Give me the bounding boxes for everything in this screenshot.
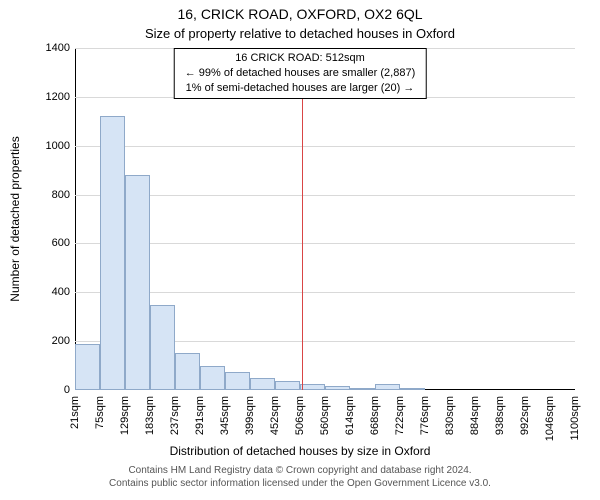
- x-tick-label: 183sqm: [144, 396, 156, 435]
- x-tick-label: 992sqm: [519, 396, 531, 435]
- footer: Contains HM Land Registry data © Crown c…: [0, 464, 600, 490]
- histogram-bar: [325, 386, 350, 390]
- marker-line: [302, 48, 303, 390]
- histogram-bar: [250, 378, 275, 390]
- x-tick-label: 668sqm: [369, 396, 381, 435]
- y-tick-label: 200: [20, 335, 70, 347]
- gridline-h: [75, 195, 575, 196]
- gridline-h: [75, 146, 575, 147]
- histogram-bar: [125, 175, 150, 390]
- info-box: 16 CRICK ROAD: 512sqm ← 99% of detached …: [174, 48, 427, 99]
- histogram-bar: [175, 353, 200, 390]
- y-tick-label: 600: [20, 237, 70, 249]
- x-tick-label: 776sqm: [419, 396, 431, 435]
- y-tick-label: 1200: [20, 91, 70, 103]
- x-axis-label: Distribution of detached houses by size …: [0, 444, 600, 458]
- histogram-bar: [100, 116, 125, 390]
- x-tick-label: 938sqm: [494, 396, 506, 435]
- plot-area: [75, 48, 575, 390]
- histogram-bar: [200, 366, 225, 390]
- x-tick-label: 884sqm: [469, 396, 481, 435]
- x-tick-label: 722sqm: [394, 396, 406, 435]
- histogram-bar: [400, 388, 425, 390]
- y-tick-label: 1400: [20, 42, 70, 54]
- x-tick-label: 1046sqm: [544, 396, 556, 441]
- y-axis-label: Number of detached properties: [8, 136, 22, 301]
- chart-container: 16, CRICK ROAD, OXFORD, OX2 6QL Size of …: [0, 0, 600, 500]
- x-tick-label: 1100sqm: [569, 396, 581, 440]
- footer-line-2: Contains public sector information licen…: [0, 477, 600, 490]
- y-tick-label: 1000: [20, 140, 70, 152]
- chart-title: 16, CRICK ROAD, OXFORD, OX2 6QL: [0, 6, 600, 22]
- histogram-bar: [275, 381, 300, 390]
- x-tick-label: 830sqm: [444, 396, 456, 435]
- histogram-bar: [225, 372, 250, 390]
- x-tick-label: 560sqm: [319, 396, 331, 435]
- histogram-bar: [350, 388, 375, 390]
- x-tick-label: 129sqm: [119, 396, 131, 435]
- x-tick-label: 506sqm: [294, 396, 306, 435]
- y-tick-label: 400: [20, 286, 70, 298]
- x-tick-label: 614sqm: [344, 396, 356, 435]
- histogram-bar: [375, 384, 400, 390]
- histogram-bar: [75, 344, 100, 390]
- footer-line-1: Contains HM Land Registry data © Crown c…: [0, 464, 600, 477]
- info-line-1: 16 CRICK ROAD: 512sqm: [185, 51, 416, 66]
- y-tick-label: 0: [20, 384, 70, 396]
- x-tick-label: 345sqm: [219, 396, 231, 435]
- x-tick-label: 399sqm: [244, 396, 256, 435]
- info-line-3: 1% of semi-detached houses are larger (2…: [185, 81, 416, 96]
- gridline-h: [75, 243, 575, 244]
- info-line-2: ← 99% of detached houses are smaller (2,…: [185, 66, 416, 81]
- y-axis-line: [75, 48, 76, 390]
- histogram-bar: [300, 384, 325, 390]
- x-tick-label: 291sqm: [194, 396, 206, 435]
- x-tick-label: 21sqm: [69, 396, 81, 429]
- histogram-bar: [150, 305, 175, 391]
- x-tick-label: 452sqm: [269, 396, 281, 435]
- chart-subtitle: Size of property relative to detached ho…: [0, 26, 600, 41]
- y-tick-label: 800: [20, 189, 70, 201]
- gridline-h: [75, 292, 575, 293]
- x-tick-label: 75sqm: [94, 396, 106, 429]
- x-tick-label: 237sqm: [169, 396, 181, 435]
